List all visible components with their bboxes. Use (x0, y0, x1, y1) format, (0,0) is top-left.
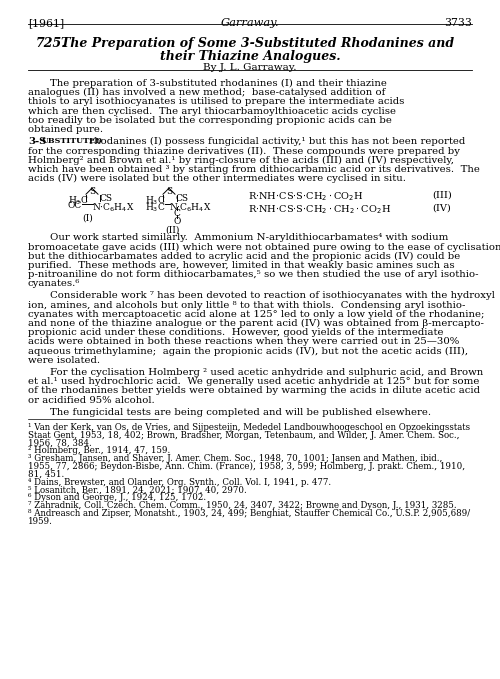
Text: 1955, 77, 2866; Beydon-Bisbe, Ann. Chim. (France), 1958, 3, 599; Holmberg, J. pr: 1955, 77, 2866; Beydon-Bisbe, Ann. Chim.… (28, 462, 465, 471)
Text: ⁸ Andreasch and Zipser, Monatsht., 1903, 24, 499; Benghiat, Stauffer Chemical Co: ⁸ Andreasch and Zipser, Monatsht., 1903,… (28, 509, 470, 518)
Text: and none of the thiazine analogue or the parent acid (IV) was obtained from β-me: and none of the thiazine analogue or the… (28, 319, 484, 328)
Text: aqueous trimethylamine;  again the propionic acids (IV), but not the acetic acid: aqueous trimethylamine; again the propio… (28, 346, 468, 356)
Text: H$_3$C: H$_3$C (145, 201, 166, 214)
Text: 3-S: 3-S (28, 137, 46, 146)
Text: their Thiazine Analogues.: their Thiazine Analogues. (160, 50, 340, 63)
Text: (IV): (IV) (432, 203, 451, 213)
Text: for the corresponding thiazine derivatives (II).  These compounds were prepared : for the corresponding thiazine derivativ… (28, 147, 460, 155)
Text: (II): (II) (165, 225, 180, 234)
Text: O: O (174, 217, 182, 226)
Text: (I): (I) (82, 213, 93, 222)
Text: Garraway.: Garraway. (220, 18, 280, 28)
Text: N$\cdot$C$_6$H$_4$X: N$\cdot$C$_6$H$_4$X (169, 201, 212, 214)
Text: ⁴ Dains, Brewster, and Olander, Org. Synth., Coll. Vol. I, 1941, p. 477.: ⁴ Dains, Brewster, and Olander, Org. Syn… (28, 477, 331, 487)
Text: (III): (III) (432, 190, 452, 199)
Text: The fungicidal tests are being completed and will be published elsewhere.: The fungicidal tests are being completed… (50, 408, 431, 417)
Text: bromoacetate gave acids (III) which were not obtained pure owing to the ease of : bromoacetate gave acids (III) which were… (28, 242, 500, 251)
Text: thiols to aryl isothiocyanates is utilised to prepare the intermediate acids: thiols to aryl isothiocyanates is utilis… (28, 97, 404, 107)
Text: propionic acid under these conditions.  However, good yields of the intermediate: propionic acid under these conditions. H… (28, 328, 444, 337)
Text: purified.  These methods are, however, limited in that weakly basic amines such : purified. These methods are, however, li… (28, 261, 454, 270)
Text: ³ Gresham, Jansen, and Shaver, J. Amer. Chem. Soc., 1948, 70, 1001; Jansen and M: ³ Gresham, Jansen, and Shaver, J. Amer. … (28, 454, 442, 463)
Text: ² Holmberg, Ber., 1914, 47, 159.: ² Holmberg, Ber., 1914, 47, 159. (28, 446, 170, 456)
Text: The Preparation of Some 3-Substituted Rhodanines and: The Preparation of Some 3-Substituted Rh… (61, 37, 454, 50)
Text: Staat Gent, 1953, 18, 402; Brown, Bradsher, Morgan, Tetenbaum, and Wilder, J. Am: Staat Gent, 1953, 18, 402; Brown, Bradsh… (28, 430, 460, 440)
Text: S: S (166, 187, 172, 196)
Text: 1956, 78, 384.: 1956, 78, 384. (28, 439, 92, 447)
Text: cyanates with mercaptoacetic acid alone at 125° led to only a low yield of the r: cyanates with mercaptoacetic acid alone … (28, 310, 484, 319)
Text: ⁶ Dyson and George, J., 1924, 125, 1702.: ⁶ Dyson and George, J., 1924, 125, 1702. (28, 493, 206, 502)
Text: which are then cyclised.  The aryl thiocarbamoylthioacetic acids cyclise: which are then cyclised. The aryl thioca… (28, 107, 396, 115)
Text: CS: CS (99, 194, 112, 203)
Text: Our work started similarly.  Ammonium N-aryldithiocarbamates⁴ with sodium: Our work started similarly. Ammonium N-a… (50, 233, 448, 242)
Text: Considerable work ⁷ has been devoted to reaction of isothiocyanates with the hyd: Considerable work ⁷ has been devoted to … (50, 291, 495, 300)
Text: ¹ Van der Kerk, van Os, de Vries, and Sijpesteijn, Mededel Landbouwhoogeschool e: ¹ Van der Kerk, van Os, de Vries, and Si… (28, 423, 470, 432)
Text: H$_3$C: H$_3$C (145, 194, 166, 206)
Text: 81, 451.: 81, 451. (28, 470, 64, 479)
Text: R$\cdot$NH$\cdot$CS$\cdot$S$\cdot$CH$_2\cdot$CO$_2$H: R$\cdot$NH$\cdot$CS$\cdot$S$\cdot$CH$_2\… (248, 190, 364, 203)
Text: By J. L. Garraway.: By J. L. Garraway. (203, 63, 297, 72)
Text: CS: CS (176, 194, 189, 203)
Text: rhodanines (I) possess fungicidal activity,¹ but this has not been reported: rhodanines (I) possess fungicidal activi… (86, 137, 465, 147)
Text: Holmberg² and Brown et al.¹ by ring-closure of the acids (III) and (IV) respecti: Holmberg² and Brown et al.¹ by ring-clos… (28, 155, 454, 165)
Text: et al.¹ used hydrochloric acid.  We generally used acetic anhydride at 125° but : et al.¹ used hydrochloric acid. We gener… (28, 378, 479, 386)
Text: obtained pure.: obtained pure. (28, 125, 103, 134)
Text: of the rhodanines better yields were obtained by warming the acids in dilute ace: of the rhodanines better yields were obt… (28, 386, 480, 395)
Text: ⁵ Losanitch, Ber., 1891, 24, 2021; 1907, 40, 2970.: ⁵ Losanitch, Ber., 1891, 24, 2021; 1907,… (28, 485, 247, 494)
Text: For the cyclisation Holmberg ² used acetic anhydride and sulphuric acid, and Bro: For the cyclisation Holmberg ² used acet… (50, 368, 483, 377)
Text: acids were obtained in both these reactions when they were carried out in 25—30%: acids were obtained in both these reacti… (28, 337, 459, 346)
Text: OC: OC (68, 201, 82, 210)
Text: which have been obtained ³ by starting from dithiocarbamic acid or its derivativ: which have been obtained ³ by starting f… (28, 165, 480, 174)
Text: too readily to be isolated but the corresponding propionic acids can be: too readily to be isolated but the corre… (28, 116, 392, 125)
Text: UBSTITUTED: UBSTITUTED (42, 137, 103, 145)
Text: analogues (II) has involved a new method;  base-catalysed addition of: analogues (II) has involved a new method… (28, 88, 386, 97)
Text: [1961]: [1961] (28, 18, 64, 28)
Text: N$\cdot$C$_6$H$_4$X: N$\cdot$C$_6$H$_4$X (92, 201, 134, 214)
Text: 1959.: 1959. (28, 517, 53, 526)
Text: but the dithiocarbamates added to acrylic acid and the propionic acids (IV) coul: but the dithiocarbamates added to acryli… (28, 252, 460, 261)
Text: The preparation of 3-substituted rhodanines (I) and their thiazine: The preparation of 3-substituted rhodani… (50, 79, 387, 88)
Text: S: S (89, 187, 95, 196)
Text: H$_3$C: H$_3$C (68, 194, 88, 206)
Text: ⁷ Zahradnik, Coll. Czech. Chem. Comm., 1950, 24, 3407, 3422; Browne and Dyson, J: ⁷ Zahradnik, Coll. Czech. Chem. Comm., 1… (28, 501, 456, 510)
Text: were isolated.: were isolated. (28, 356, 100, 365)
Text: 3733: 3733 (444, 18, 472, 28)
Text: p-nitroaniline do not form dithiocarbamates,⁵ so we then studied the use of aryl: p-nitroaniline do not form dithiocarbama… (28, 270, 478, 279)
Text: 725.: 725. (36, 37, 66, 50)
Text: R$\cdot$NH$\cdot$CS$\cdot$S$\cdot$CH$_2\cdot$CH$_2\cdot$CO$_2$H: R$\cdot$NH$\cdot$CS$\cdot$S$\cdot$CH$_2\… (248, 203, 391, 216)
Text: C: C (174, 209, 181, 218)
Text: cyanates.⁶: cyanates.⁶ (28, 279, 80, 288)
Text: or acidified 95% alcohol.: or acidified 95% alcohol. (28, 396, 155, 405)
Text: acids (IV) were isolated but the other intermediates were cyclised in situ.: acids (IV) were isolated but the other i… (28, 174, 406, 183)
Text: ion, amines, and alcohols but only little ⁸ to that with thiols.  Condensing ary: ion, amines, and alcohols but only littl… (28, 301, 466, 310)
